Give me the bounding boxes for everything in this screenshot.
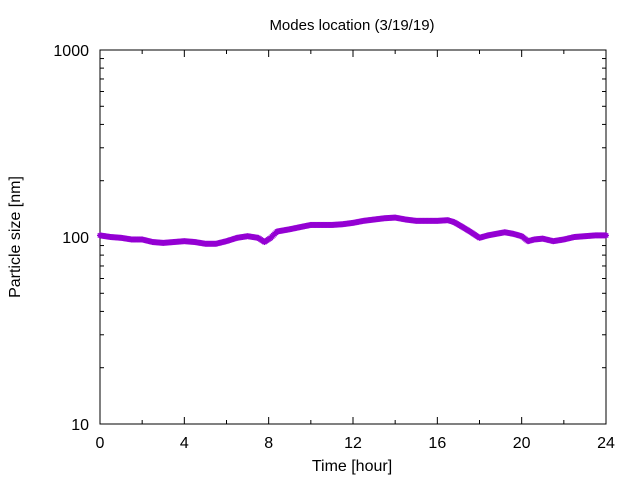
y-tick-labels: 10 100 1000 [53, 43, 89, 434]
x-tick-label: 0 [96, 435, 105, 452]
data-points [97, 214, 609, 247]
y-axis-label: Particle size [nm] [7, 176, 24, 298]
x-axis-label: Time [hour] [312, 458, 392, 475]
tick-marks [99, 49, 607, 425]
x-tick-labels: 0 4 8 12 16 20 24 [96, 435, 615, 452]
y-tick-label: 1000 [53, 43, 89, 60]
x-tick-label: 16 [428, 435, 446, 452]
x-tick-label: 8 [264, 435, 273, 452]
x-tick-label: 12 [344, 435, 362, 452]
data-point [603, 232, 609, 239]
y-tick-label: 10 [71, 417, 89, 434]
chart-title: Modes location (3/19/19) [269, 17, 434, 34]
plot-frame [99, 49, 607, 425]
x-tick-label: 4 [180, 435, 189, 452]
y-tick-label: 100 [62, 230, 89, 247]
x-tick-label: 24 [597, 435, 615, 452]
x-tick-label: 20 [513, 435, 531, 452]
